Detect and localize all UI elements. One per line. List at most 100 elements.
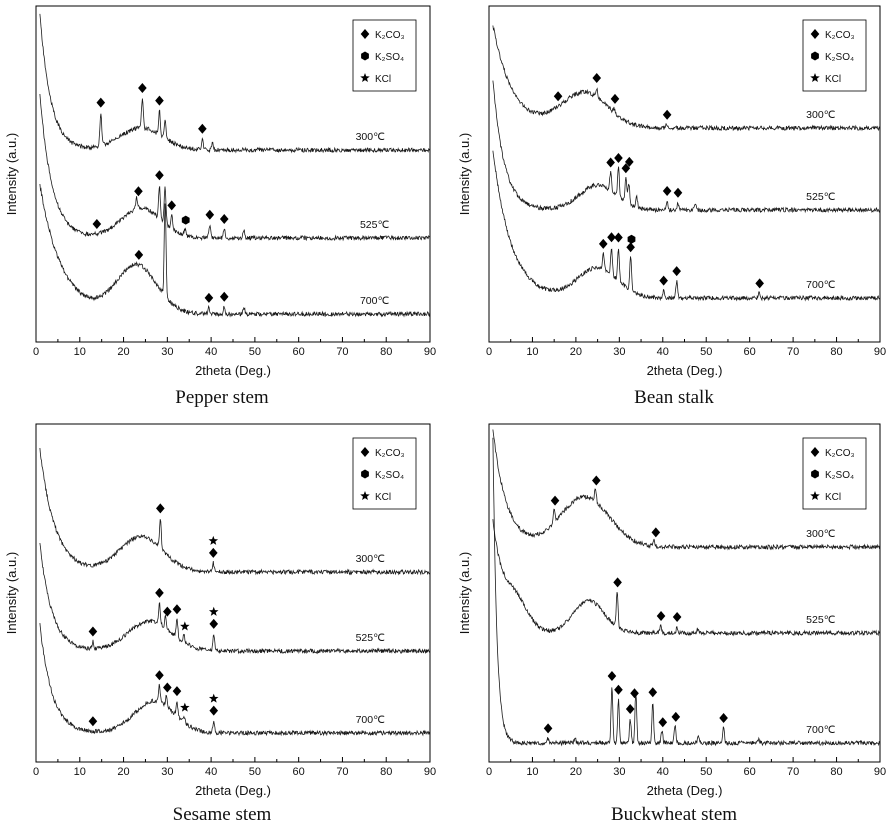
- legend-star-marker: [810, 491, 820, 501]
- trace-300℃: [492, 429, 880, 551]
- legend-entry-label: K₂SO₄: [825, 52, 854, 63]
- temp-label: 525℃: [360, 219, 390, 231]
- trace-525℃: [39, 542, 430, 655]
- traces: [492, 25, 880, 302]
- diamond-marker: [598, 238, 608, 249]
- diamond-marker: [543, 723, 553, 734]
- diamond-marker: [626, 242, 635, 253]
- traces: [492, 429, 880, 747]
- diamond-marker: [209, 618, 219, 629]
- x-axis-label: 2theta (Deg.): [647, 363, 723, 378]
- trace-700℃: [492, 150, 880, 302]
- temp-label: 525℃: [806, 191, 836, 203]
- x-tick-label: 0: [486, 346, 492, 358]
- diamond-marker: [656, 610, 666, 621]
- diamond-marker: [621, 163, 631, 174]
- diamond-marker: [606, 157, 615, 168]
- diamond-marker: [625, 156, 634, 167]
- diamond-marker: [219, 291, 229, 302]
- diamond-marker: [172, 604, 182, 615]
- legend-entry-label: K₂SO₄: [375, 470, 404, 481]
- x-tick-label: 20: [570, 346, 582, 358]
- diamond-marker: [167, 200, 177, 211]
- diamond-marker: [672, 612, 682, 622]
- legend: K₂CO₃ K₂SO₄ KCl: [802, 19, 867, 92]
- x-tick-label: 80: [380, 346, 392, 358]
- traces: [39, 447, 430, 737]
- x-tick-label: 90: [424, 346, 436, 358]
- legend-entry-label: KCl: [375, 74, 391, 85]
- x-tick-label: 60: [744, 346, 756, 358]
- x-tick-label: 30: [161, 346, 173, 358]
- panel-1: 0 10 20 30 40 50 60 70 80 90 2theta (Deg.) Intensit…: [4, 5, 436, 408]
- y-axis-label: Intensity (a.u.): [457, 133, 472, 215]
- diamond-marker: [607, 671, 617, 681]
- diamond-marker: [671, 711, 681, 722]
- diamond-marker: [155, 95, 164, 106]
- diamond-marker: [163, 606, 172, 617]
- x-tick-label: 0: [33, 766, 39, 778]
- temp-label: 300℃: [806, 528, 836, 540]
- legend-hexagon-marker: [811, 469, 819, 479]
- legend-hexagon-marker: [361, 469, 369, 479]
- panel-caption: Sesame stem: [173, 804, 272, 825]
- diamond-marker: [96, 97, 106, 108]
- diamond-marker: [209, 705, 219, 716]
- x-axis-label: 2theta (Deg.): [647, 783, 723, 798]
- legend-star-marker: [360, 73, 370, 83]
- x-tick-label: 20: [117, 346, 129, 358]
- x-tick-label: 50: [249, 766, 261, 778]
- diamond-marker: [651, 527, 661, 538]
- x-tick-label: 40: [205, 766, 217, 778]
- y-axis-label: Intensity (a.u.): [4, 552, 19, 634]
- trace-700℃: [39, 623, 430, 737]
- x-tick-label: 60: [293, 766, 305, 778]
- x-tick-label: 70: [787, 346, 799, 358]
- diamond-marker: [614, 232, 623, 243]
- diamond-marker: [138, 83, 147, 94]
- legend-star-marker: [810, 73, 820, 83]
- diamond-marker: [610, 93, 620, 104]
- x-tick-label: 50: [700, 766, 712, 778]
- star-marker: [208, 535, 219, 545]
- x-tick-label: 60: [744, 766, 756, 778]
- legend-diamond-marker: [360, 29, 370, 39]
- legend-diamond-marker: [360, 447, 370, 457]
- legend: K₂CO₃ K₂SO₄ KCl: [352, 437, 417, 510]
- diamond-marker: [673, 187, 683, 198]
- legend-hexagon-marker: [361, 51, 369, 61]
- trace-700℃: [492, 437, 880, 747]
- x-tick-label: 40: [657, 766, 669, 778]
- x-tick-label: 10: [74, 346, 86, 358]
- legend-entry-label: KCl: [375, 492, 391, 503]
- diamond-marker: [155, 670, 164, 681]
- y-axis-label: Intensity (a.u.): [4, 133, 19, 215]
- diamond-marker: [134, 186, 143, 197]
- x-tick-label: 80: [830, 766, 842, 778]
- trace-700℃: [39, 183, 430, 318]
- x-tick-label: 80: [830, 346, 842, 358]
- diamond-marker: [648, 687, 658, 698]
- diamond-marker: [592, 475, 601, 486]
- temp-label: 525℃: [356, 632, 386, 644]
- diamond-marker: [553, 91, 563, 102]
- trace-300℃: [39, 13, 430, 154]
- x-tick-label: 50: [249, 346, 261, 358]
- diamond-marker: [205, 209, 215, 220]
- x-tick-label: 10: [526, 766, 538, 778]
- legend: K₂CO₃ K₂SO₄ KCl: [352, 19, 417, 92]
- panel-2: 0 10 20 30 40 50 60 70 80 90 2theta (Deg.) Intensit…: [457, 5, 886, 408]
- x-tick-label: 60: [293, 346, 305, 358]
- x-tick-label: 0: [486, 766, 492, 778]
- diamond-marker: [658, 717, 668, 728]
- panel-4: 0 10 20 30 40 50 60 70 80 90 2theta (Deg.) Intensit…: [457, 423, 886, 825]
- star-marker: [208, 693, 219, 703]
- diamond-marker: [613, 577, 622, 588]
- diamond-marker: [659, 275, 668, 286]
- diamond-marker: [155, 170, 164, 181]
- trace-300℃: [39, 447, 430, 576]
- x-tick-label: 40: [657, 346, 669, 358]
- trace-525℃: [492, 80, 880, 214]
- temp-label: 700℃: [806, 279, 836, 291]
- diamond-marker: [614, 153, 623, 164]
